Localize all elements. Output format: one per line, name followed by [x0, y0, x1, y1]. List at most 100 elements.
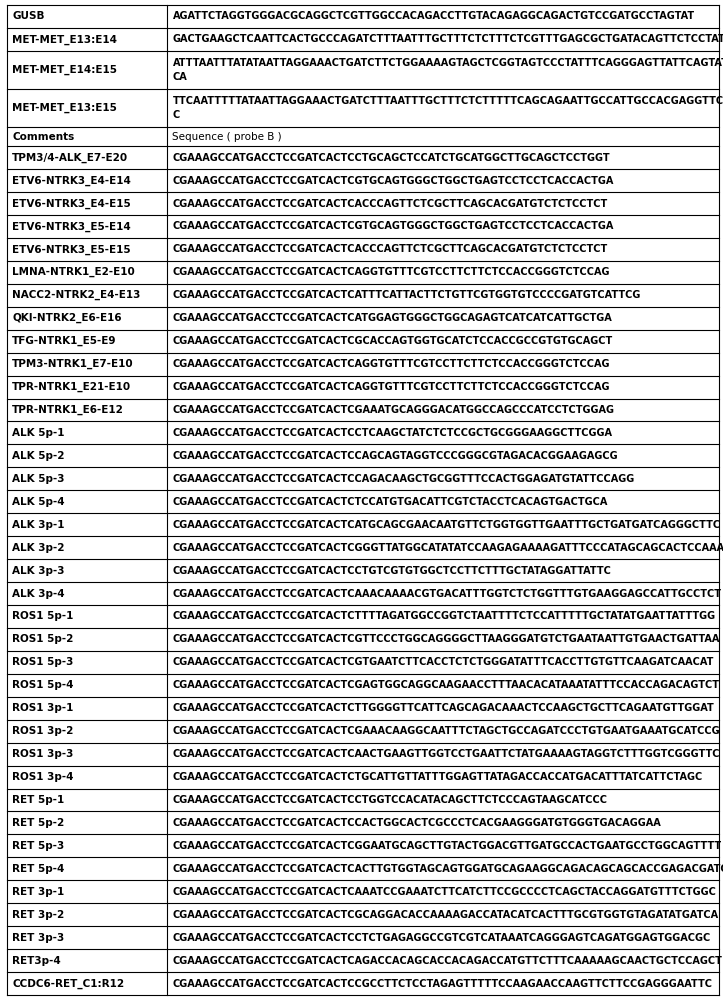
Bar	[7, 628, 719, 651]
Text: ROS1 5p-4: ROS1 5p-4	[12, 680, 74, 690]
Bar	[7, 811, 719, 834]
Text: TPM3-NTRK1_E7-E10: TPM3-NTRK1_E7-E10	[12, 359, 134, 369]
Text: AGATTCTAGGTGGGACGCAGGCTCGTTGGCCACAGACCTTGTACAGAGGCAGACTGTCCGATGCCTAGTAT: AGATTCTAGGTGGGACGCAGGCTCGTTGGCCACAGACCTT…	[173, 11, 695, 21]
Text: GUSB: GUSB	[12, 11, 45, 21]
Bar	[7, 903, 719, 926]
Text: CGAAAGCCATGACCTCCGATCACTCGTGCAGTGGGCTGGCTGAGTCCTCCTCACCACTGA: CGAAAGCCATGACCTCCGATCACTCGTGCAGTGGGCTGGC…	[173, 221, 614, 231]
Bar	[7, 284, 719, 307]
Text: RET 3p-2: RET 3p-2	[12, 910, 64, 920]
Text: MET-MET_E13:E14: MET-MET_E13:E14	[12, 34, 117, 45]
Text: RET 3p-3: RET 3p-3	[12, 933, 64, 943]
Text: CA: CA	[173, 72, 187, 82]
Text: CGAAAGCCATGACCTCCGATCACTCAACTGAAGTTGGTCCTGAATTCTATGAAAAGTAGGTCTTTGGTCGGGTTC: CGAAAGCCATGACCTCCGATCACTCAACTGAAGTTGGTCC…	[173, 749, 720, 759]
Bar	[7, 89, 719, 127]
Text: RET 5p-4: RET 5p-4	[12, 864, 64, 874]
Text: Sequence ( probe B ): Sequence ( probe B )	[173, 132, 282, 142]
Text: ROS1 5p-2: ROS1 5p-2	[12, 634, 74, 644]
Bar	[7, 467, 719, 490]
Text: CGAAAGCCATGACCTCCGATCACTCTTTTAGATGGCCGGTCTAATTTTCTCCATTTTTGCTATATGAATTATTTGG: CGAAAGCCATGACCTCCGATCACTCTTTTAGATGGCCGGT…	[173, 611, 716, 621]
Text: ATTTAATTTATATAATTAGGAAACTGATCTTCTGGAAAAGTAGCTCGGTAGTCCCTATTTCAGGGAGTTATTCAGTATGC: ATTTAATTTATATAATTAGGAAACTGATCTTCTGGAAAAG…	[173, 58, 723, 68]
Bar	[7, 215, 719, 238]
Text: CGAAAGCCATGACCTCCGATCACTCGTGAATCTTCACCTCTCTGGGATATTTCACCTTGTGTTCAAGATCAACAT: CGAAAGCCATGACCTCCGATCACTCGTGAATCTTCACCTC…	[173, 657, 714, 667]
Bar	[7, 490, 719, 513]
Bar	[7, 605, 719, 628]
Bar	[7, 743, 719, 766]
Bar	[7, 51, 719, 89]
Text: CGAAAGCCATGACCTCCGATCACTCGAAACAAGGCAATTTCTAGCTGCCAGATCCCTGTGAATGAAATGCATCCG: CGAAAGCCATGACCTCCGATCACTCGAAACAAGGCAATTT…	[173, 726, 720, 736]
Bar	[7, 421, 719, 444]
Text: LMNA-NTRK1_E2-E10: LMNA-NTRK1_E2-E10	[12, 267, 135, 277]
Text: CGAAAGCCATGACCTCCGATCACTCACTTGTGGTAGCAGTGGATGCAGAAGGCAGACAGCAGCACCGAGACGATG: CGAAAGCCATGACCTCCGATCACTCACTTGTGGTAGCAGT…	[173, 864, 723, 874]
Text: RET3p-4: RET3p-4	[12, 956, 61, 966]
Text: CGAAAGCCATGACCTCCGATCACTCTTGGGGTTCATTCAGCAGACAAACTCCAAGCTGCTTCAGAATGTTGGAT: CGAAAGCCATGACCTCCGATCACTCTTGGGGTTCATTCAG…	[173, 703, 714, 713]
Text: CGAAAGCCATGACCTCCGATCACTCCAGACAAGCTGCGGTTTCCACTGGAGATGTATTCCAGG: CGAAAGCCATGACCTCCGATCACTCCAGACAAGCTGCGGT…	[173, 474, 635, 484]
Bar	[7, 674, 719, 697]
Bar	[7, 834, 719, 857]
Bar	[7, 444, 719, 467]
Bar	[7, 697, 719, 720]
Text: CGAAAGCCATGACCTCCGATCACTCGAGTGGCAGGCAAGAACCTTTAACACATAAATATTTCCACCAGACAGTCT: CGAAAGCCATGACCTCCGATCACTCGAGTGGCAGGCAAGA…	[173, 680, 719, 690]
Text: ALK 3p-4: ALK 3p-4	[12, 589, 65, 599]
Text: RET 3p-1: RET 3p-1	[12, 887, 64, 897]
Text: CGAAAGCCATGACCTCCGATCACTCCTGGTCCACATACAGCTTCTCCCAGTAAGCATCCC: CGAAAGCCATGACCTCCGATCACTCCTGGTCCACATACAG…	[173, 795, 607, 805]
Text: ALK 5p-3: ALK 5p-3	[12, 474, 65, 484]
Text: CGAAAGCCATGACCTCCGATCACTCAGGTGTTTCGTCCTTCTTCTCCACCGGGTCTCCAG: CGAAAGCCATGACCTCCGATCACTCAGGTGTTTCGTCCTT…	[173, 359, 610, 369]
Text: ETV6-NTRK3_E5-E15: ETV6-NTRK3_E5-E15	[12, 244, 131, 255]
Bar	[7, 651, 719, 674]
Bar	[7, 536, 719, 559]
Text: ROS1 5p-3: ROS1 5p-3	[12, 657, 74, 667]
Text: C: C	[173, 110, 180, 120]
Text: RET 5p-3: RET 5p-3	[12, 841, 64, 851]
Text: CGAAAGCCATGACCTCCGATCACTCCACTGGCACTCGCCCTCACGAAGGGATGTGGGTGACAGGAA: CGAAAGCCATGACCTCCGATCACTCCACTGGCACTCGCCC…	[173, 818, 662, 828]
Text: CGAAAGCCATGACCTCCGATCACTCGTGCAGTGGGCTGGCTGAGTCCTCCTCACCACTGA: CGAAAGCCATGACCTCCGATCACTCGTGCAGTGGGCTGGC…	[173, 176, 614, 186]
Text: ETV6-NTRK3_E4-E14: ETV6-NTRK3_E4-E14	[12, 175, 131, 186]
Text: CGAAAGCCATGACCTCCGATCACTCTGCATTGTTATTTGGAGTTATAGACCACCATGACATTTATCATTCTAGC: CGAAAGCCATGACCTCCGATCACTCTGCATTGTTATTTGG…	[173, 772, 703, 782]
Text: GACTGAAGCTCAATTCACTGCCCAGATCTTTAATTTGCTTTCTCTTTCTCGTTTGAGCGCTGATACAGTTCTCCTATCAA: GACTGAAGCTCAATTCACTGCCCAGATCTTTAATTTGCTT…	[173, 34, 723, 44]
Text: TPR-NTRK1_E6-E12: TPR-NTRK1_E6-E12	[12, 405, 124, 415]
Bar	[7, 582, 719, 605]
Text: CGAAAGCCATGACCTCCGATCACTCGTTCCCTGGCAGGGGCTTAAGGGATGTCTGAATAATTGTGAACTGATTAA: CGAAAGCCATGACCTCCGATCACTCGTTCCCTGGCAGGGG…	[173, 634, 720, 644]
Text: ROS1 3p-3: ROS1 3p-3	[12, 749, 74, 759]
Text: CGAAAGCCATGACCTCCGATCACTCAGGTGTTTCGTCCTTCTTCTCCACCGGGTCTCCAG: CGAAAGCCATGACCTCCGATCACTCAGGTGTTTCGTCCTT…	[173, 382, 610, 392]
Text: ROS1 3p-4: ROS1 3p-4	[12, 772, 74, 782]
Bar	[7, 169, 719, 192]
Bar	[7, 146, 719, 169]
Bar	[7, 353, 719, 376]
Text: CGAAAGCCATGACCTCCGATCACTCGGGTTATGGCATATATCCAAGAGAAAAGATTTCCCATAGCAGCACTCCAAA: CGAAAGCCATGACCTCCGATCACTCGGGTTATGGCATATA…	[173, 543, 723, 553]
Text: ROS1 3p-2: ROS1 3p-2	[12, 726, 74, 736]
Text: ROS1 3p-1: ROS1 3p-1	[12, 703, 74, 713]
Text: QKI-NTRK2_E6-E16: QKI-NTRK2_E6-E16	[12, 313, 122, 323]
Text: CGAAAGCCATGACCTCCGATCACTCTCCATGTGACATTCGTCTACCTCACAGTGACTGCA: CGAAAGCCATGACCTCCGATCACTCTCCATGTGACATTCG…	[173, 497, 608, 507]
Text: CCDC6-RET_C1:R12: CCDC6-RET_C1:R12	[12, 978, 124, 989]
Bar	[7, 720, 719, 743]
Text: ROS1 5p-1: ROS1 5p-1	[12, 611, 74, 621]
Text: CGAAAGCCATGACCTCCGATCACTCATTTCATTACTTCTGTTCGTGGTGTCCCCGATGTCATTCG: CGAAAGCCATGACCTCCGATCACTCATTTCATTACTTCTG…	[173, 290, 641, 300]
Text: RET 5p-1: RET 5p-1	[12, 795, 64, 805]
Text: MET-MET_E14:E15: MET-MET_E14:E15	[12, 65, 117, 75]
Bar	[7, 857, 719, 880]
Bar	[7, 376, 719, 399]
Bar	[7, 127, 719, 146]
Text: ETV6-NTRK3_E5-E14: ETV6-NTRK3_E5-E14	[12, 221, 131, 232]
Text: CGAAAGCCATGACCTCCGATCACTCACCCAGTTCTCGCTTCAGCACGATGTCTCTCCTCT: CGAAAGCCATGACCTCCGATCACTCACCCAGTTCTCGCTT…	[173, 199, 608, 209]
Text: CGAAAGCCATGACCTCCGATCACTCCGCCTTCTCCTAGAGTTTTTCCAAGAACCAAGTTCTTCCGAGGGAATTC: CGAAAGCCATGACCTCCGATCACTCCGCCTTCTCCTAGAG…	[173, 979, 712, 989]
Bar	[7, 238, 719, 261]
Text: CGAAAGCCATGACCTCCGATCACTCCTGTCGTGTGGCTCCTTCTTTGCTATAGGATTATTC: CGAAAGCCATGACCTCCGATCACTCCTGTCGTGTGGCTCC…	[173, 566, 612, 576]
Text: CGAAAGCCATGACCTCCGATCACTCGAAATGCAGGGACATGGCCAGCCCATCCTCTGGAG: CGAAAGCCATGACCTCCGATCACTCGAAATGCAGGGACAT…	[173, 405, 615, 415]
Text: TTCAATTTTTATAATTAGGAAACTGATCTTTAATTTGCTTTCTCTTTTTCAGCAGAATTGCCATTGCCACGAGGTTCTCC: TTCAATTTTTATAATTAGGAAACTGATCTTTAATTTGCTT…	[173, 96, 723, 106]
Text: TPR-NTRK1_E21-E10: TPR-NTRK1_E21-E10	[12, 382, 132, 392]
Bar	[7, 28, 719, 51]
Bar	[7, 261, 719, 284]
Text: CGAAAGCCATGACCTCCGATCACTCAAATCCGAAATCTTCATCTTCCGCCCCTCAGCTACCAGGATGTTTCTGGC: CGAAAGCCATGACCTCCGATCACTCAAATCCGAAATCTTC…	[173, 887, 716, 897]
Text: CGAAAGCCATGACCTCCGATCACTCATGGAGTGGGCTGGCAGAGTCATCATCATTGCTGA: CGAAAGCCATGACCTCCGATCACTCATGGAGTGGGCTGGC…	[173, 313, 612, 323]
Text: ALK 5p-2: ALK 5p-2	[12, 451, 65, 461]
Text: CGAAAGCCATGACCTCCGATCACTCAAACAAAACGTGACATTTGGTCTCTGGTTTGTGAAGGAGCCATTGCCTCT: CGAAAGCCATGACCTCCGATCACTCAAACAAAACGTGACA…	[173, 589, 722, 599]
Bar	[7, 926, 719, 949]
Bar	[7, 307, 719, 330]
Bar	[7, 399, 719, 421]
Text: MET-MET_E13:E15: MET-MET_E13:E15	[12, 103, 117, 113]
Text: CGAAAGCCATGACCTCCGATCACTCCTCAAGCTATCTCTCCGCTGCGGGAAGGCTTCGGA: CGAAAGCCATGACCTCCGATCACTCCTCAAGCTATCTCTC…	[173, 428, 612, 438]
Bar	[7, 972, 719, 995]
Text: CGAAAGCCATGACCTCCGATCACTCCTGCAGCTCCATCTGCATGGCTTGCAGCTCCTGGT: CGAAAGCCATGACCTCCGATCACTCCTGCAGCTCCATCTG…	[173, 153, 610, 163]
Text: TFG-NTRK1_E5-E9: TFG-NTRK1_E5-E9	[12, 336, 116, 346]
